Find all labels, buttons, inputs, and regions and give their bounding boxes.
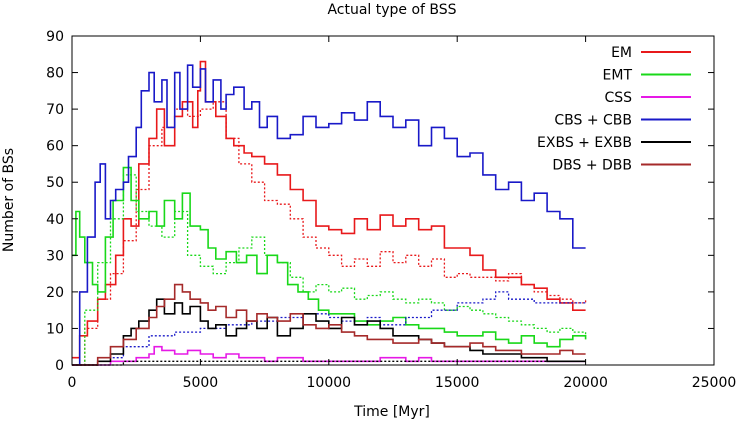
plot-frame bbox=[71, 35, 715, 366]
x-tick-label-1: 5000 bbox=[183, 375, 219, 391]
y-tick-label-1: 10 bbox=[46, 321, 64, 337]
y-tick-label-0: 0 bbox=[55, 358, 64, 374]
axis-ticks: 0 5000 10000 15000 20000 25000 0 10 20 30 40 50 60 70… bbox=[46, 29, 736, 391]
series-line-3 bbox=[72, 174, 587, 366]
y-axis-title: Number of BSs bbox=[1, 148, 17, 252]
x-tick-label-4: 20000 bbox=[563, 375, 608, 391]
legend-label-3: CBS + CBB bbox=[554, 113, 632, 129]
x-tick-label-2: 10000 bbox=[307, 375, 352, 391]
legend-label-5: DBS + DBB bbox=[552, 158, 632, 174]
y-tick-label-7: 70 bbox=[46, 102, 64, 118]
y-tick-label-5: 50 bbox=[46, 175, 64, 191]
legend-label-2: CSS bbox=[604, 90, 632, 106]
plot-lines bbox=[72, 60, 587, 366]
chart-title: Actual type of BSS bbox=[327, 2, 456, 18]
x-tick-label-3: 15000 bbox=[435, 375, 480, 391]
series-line-4 bbox=[72, 345, 586, 366]
y-tick-label-4: 40 bbox=[46, 212, 64, 228]
x-tick-label-0: 0 bbox=[68, 375, 77, 391]
y-tick-label-8: 80 bbox=[46, 66, 64, 82]
series-line-5 bbox=[72, 64, 586, 366]
series-line-2 bbox=[72, 166, 587, 348]
legend-label-0: EM bbox=[611, 45, 632, 61]
x-axis-title: Time [Myr] bbox=[353, 404, 430, 420]
x-tick-label-5: 25000 bbox=[692, 375, 737, 391]
series-line-9 bbox=[72, 283, 586, 366]
y-tick-label-3: 30 bbox=[46, 248, 64, 264]
legend-label-4: EXBS + EXBB bbox=[537, 135, 632, 151]
legend-label-1: EMT bbox=[603, 68, 633, 84]
series-line-0 bbox=[72, 60, 586, 359]
series-line-1 bbox=[72, 101, 587, 366]
y-tick-label-2: 20 bbox=[46, 285, 64, 301]
y-tick-label-6: 60 bbox=[46, 139, 64, 155]
y-tick-label-9: 90 bbox=[46, 29, 64, 45]
legend: EM EMT CSS CBS + CBB EXBS + EXBB DBS + DBB bbox=[537, 45, 691, 174]
